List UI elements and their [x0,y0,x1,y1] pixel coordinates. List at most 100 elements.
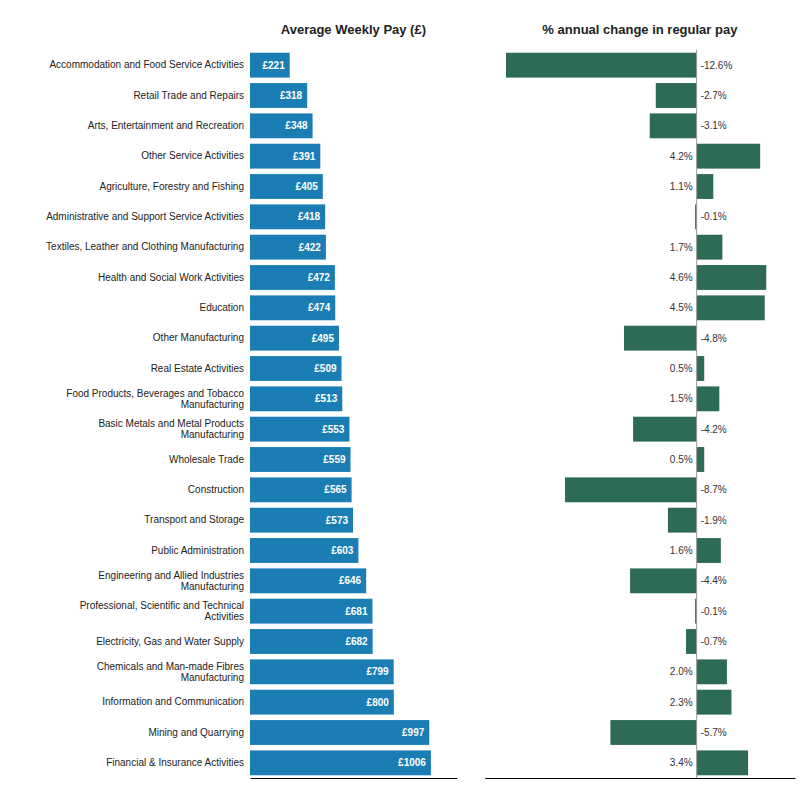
tick-label: Mining and Quarrying [148,727,244,738]
tick: Food Products, Beverages and TobaccoManu… [66,388,244,410]
tick: Education [200,302,244,313]
data-label: £513 [315,393,338,404]
data-label: £800 [367,697,390,708]
data-label: £422 [299,242,322,253]
data-label: £418 [298,211,321,222]
data-label: 4.5% [670,302,693,313]
data-label: £573 [326,515,349,526]
data-label: £348 [285,120,308,131]
data-label: £603 [331,545,354,556]
bar [565,477,697,502]
data-label: 1.7% [670,242,693,253]
data-label: -8.7% [701,484,727,495]
bar [250,204,325,229]
tick: Retail Trade and Repairs [133,90,244,101]
tick: Textiles, Leather and Clothing Manufactu… [46,241,244,252]
data-label: -4.2% [701,424,727,435]
tick-label: Accommodation and Food Service Activitie… [49,59,244,70]
panel: -12.6%-2.7%-3.1%4.2%1.1%-0.1%1.7%4.6%4.5… [485,22,795,779]
data-label: £405 [296,181,319,192]
bar [250,326,339,351]
data-label: 1.5% [670,393,693,404]
bar [250,508,353,533]
bar [697,235,723,260]
axis-line [251,778,458,779]
tick: Construction [188,484,244,495]
data-label: -0.1% [701,606,727,617]
tick-label: Wholesale Trade [169,454,244,465]
bar [250,750,431,775]
bar [697,356,705,381]
bar [250,659,394,684]
chart: Accommodation and Food Service Activitie… [0,0,808,800]
tick-label: Chemicals and Man-made FibresManufacturi… [97,661,244,683]
data-label: -4.4% [701,575,727,586]
data-label: £682 [345,636,368,647]
bar [697,386,720,411]
bar [650,113,697,138]
title: Average Weekly Pay (£) [281,22,426,37]
title: % annual change in regular pay [542,22,738,37]
tick: Engineering and Allied IndustriesManufac… [98,570,244,592]
bar [250,690,394,715]
tick: Real Estate Activities [151,363,244,374]
data-label: £472 [308,272,331,283]
tick-label: Engineering and Allied IndustriesManufac… [98,570,244,592]
bar [250,265,335,290]
data-label: -4.8% [701,333,727,344]
tick-label: Arts, Entertainment and Recreation [88,120,244,131]
data-label: -3.1% [701,120,727,131]
data-label: 2.0% [670,666,693,677]
tick-label: Other Service Activities [141,150,244,161]
tick-label: Health and Social Work Activities [98,272,244,283]
tick: Administrative and Support Service Activ… [46,211,244,222]
bar [656,83,697,108]
tick-label: Real Estate Activities [151,363,244,374]
data-label: £646 [339,575,362,586]
x-axis [251,778,458,779]
data-labels: -12.6%-2.7%-3.1%4.2%1.1%-0.1%1.7%4.6%4.5… [670,60,733,769]
bar [668,508,697,533]
bar [250,417,349,442]
bar [250,356,342,381]
bar [697,659,727,684]
tick-label: Transport and Storage [144,514,244,525]
bar [697,750,748,775]
data-label: -0.7% [701,636,727,647]
axis-line [485,778,795,779]
data-label: £565 [324,484,347,495]
bar [624,326,697,351]
data-label: 2.3% [670,697,693,708]
tick: Electricity, Gas and Water Supply [96,636,244,647]
data-label: 0.5% [670,454,693,465]
bar [697,447,705,472]
data-label: £221 [262,60,285,71]
data-label: £495 [312,333,335,344]
bar [697,690,732,715]
bar [250,53,290,78]
data-label: 0.5% [670,363,693,374]
bar [250,599,372,624]
panel: Accommodation and Food Service Activitie… [46,22,457,779]
tick-label: Food Products, Beverages and TobaccoManu… [66,388,244,410]
data-label: -5.7% [701,727,727,738]
data-label: £799 [366,666,389,677]
tick-label: Agriculture, Forestry and Fishing [99,181,244,192]
data-label: -12.6% [701,60,733,71]
bar [250,477,352,502]
data-label: £1006 [398,757,426,768]
tick: Wholesale Trade [169,454,244,465]
data-label: 4.6% [670,272,693,283]
zero-line [696,50,697,778]
y-axis: Accommodation and Food Service Activitie… [46,59,244,768]
tick: Basic Metals and Metal ProductsManufactu… [98,418,244,440]
tick: Accommodation and Food Service Activitie… [49,59,244,70]
bar [697,174,714,199]
data-label: £681 [345,606,368,617]
tick: Financial & Insurance Activities [106,757,244,768]
data-label: -1.9% [701,515,727,526]
data-label: £997 [402,727,425,738]
tick: Public Administration [151,545,244,556]
tick-label: Textiles, Leather and Clothing Manufactu… [46,241,244,252]
tick-label: Public Administration [151,545,244,556]
